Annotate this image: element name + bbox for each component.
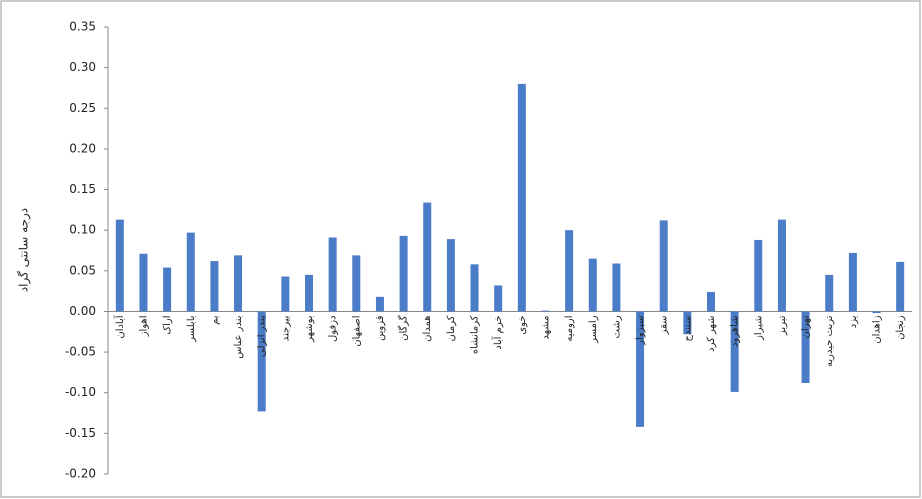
y-tick-label: 0.20 (69, 141, 96, 155)
x-tick-label: خرم آباد (491, 315, 504, 349)
x-tick-label: دزفول (328, 315, 339, 342)
x-tick-label: سبزوار (635, 315, 646, 345)
bar (375, 296, 384, 312)
x-tick-label: یزد (848, 315, 859, 328)
x-tick-label: سنندج (682, 315, 693, 341)
bar (163, 267, 172, 312)
x-tick-label: رامسر (588, 315, 599, 344)
bar (777, 219, 786, 312)
bar (352, 255, 361, 312)
y-tick-label: 0.05 (69, 263, 96, 277)
bar (328, 237, 337, 312)
bar (494, 285, 503, 312)
x-tick-label: رشت (611, 315, 622, 338)
x-tick-label: مشهد (540, 315, 551, 339)
bar (446, 239, 455, 312)
x-tick-label: بابلسر (186, 315, 197, 342)
bar (423, 202, 432, 312)
x-tick-label: تربت حیدریه (824, 315, 835, 367)
bar (234, 255, 243, 312)
bar (659, 220, 668, 312)
x-tick-label: شیراز (753, 315, 764, 341)
y-tick-label: -0.20 (65, 467, 96, 481)
y-tick-label: 0.00 (69, 304, 96, 318)
bar (541, 310, 550, 312)
bar (565, 230, 574, 312)
bar (707, 291, 715, 312)
x-tick-label: قزوین (375, 315, 386, 341)
x-tick-label: اراک (162, 315, 173, 334)
x-tick-label: آبادان (113, 314, 126, 338)
x-tick-label: خوی (517, 315, 528, 334)
bar (281, 276, 290, 312)
x-tick-label: ارومیه (564, 315, 575, 341)
bar (872, 311, 881, 314)
x-tick-label: شاهرود (730, 315, 741, 347)
y-tick-label: -0.10 (65, 385, 96, 399)
bar (848, 252, 857, 312)
y-tick-label: -0.05 (65, 345, 96, 359)
x-tick-label: اهواز (138, 315, 149, 337)
x-tick-label: تبریز (777, 315, 788, 336)
x-tick-label: اصفهان (351, 315, 362, 346)
bar (730, 311, 739, 392)
x-tick-label: زنجان (895, 315, 906, 340)
x-tick-label: بوشهر (304, 315, 315, 342)
bar (683, 311, 692, 335)
y-tick-label: 0.35 (69, 20, 96, 34)
bar (210, 261, 219, 312)
x-tick-label: کرمان (446, 315, 457, 341)
y-axis-label: درجه سانتی گراد (17, 208, 32, 292)
x-tick-label: بندر انزلی (257, 315, 268, 357)
y-tick-label: 0.15 (69, 182, 96, 196)
y-tick-label: 0.10 (69, 223, 96, 237)
y-tick-label: 0.25 (69, 101, 96, 115)
bar (186, 232, 195, 312)
bar (825, 274, 834, 312)
x-tick-label: بندر عباس (233, 315, 244, 358)
x-tick-label: شهر کرد (706, 315, 717, 351)
x-tick-label: سقز (659, 315, 670, 335)
y-tick-label: 0.30 (69, 60, 96, 74)
x-tick-label: کرمانشاه (470, 315, 481, 354)
bar (139, 253, 148, 312)
bar (399, 235, 408, 312)
bar (588, 258, 597, 312)
bar (896, 261, 905, 312)
bar (305, 274, 313, 312)
x-tick-label: گرگان (398, 315, 410, 341)
y-tick-label: -0.15 (65, 426, 96, 440)
bar (754, 239, 763, 312)
x-tick-label: بم (209, 315, 220, 324)
bar (257, 311, 266, 412)
bar (470, 264, 479, 312)
bar (612, 263, 621, 312)
x-tick-label: بیرجند (280, 315, 291, 341)
x-tick-label: همدان (422, 315, 433, 341)
bar (517, 83, 526, 312)
x-tick-label: زاهدان (872, 315, 883, 343)
bar (115, 219, 124, 312)
x-tick-label: تهران (801, 315, 812, 338)
bar (801, 311, 810, 383)
bar (636, 311, 645, 427)
